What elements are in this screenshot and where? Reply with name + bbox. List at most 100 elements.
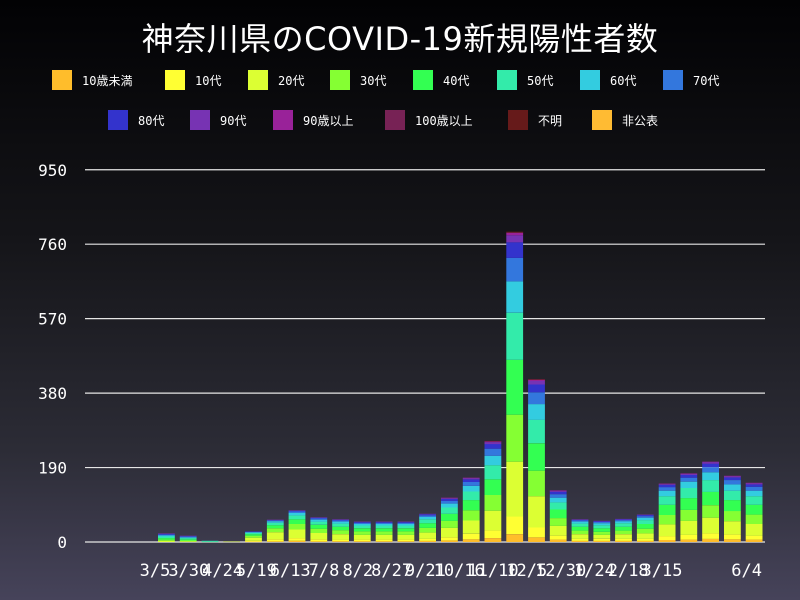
x-tick-label: 6/4 [731, 561, 762, 581]
legend-label: 60代 [610, 74, 637, 88]
bar-segment-2020-11a-s0 [419, 540, 436, 542]
bar-segment-2021-05a-s6 [702, 472, 719, 481]
bar-segment-2021-02a-s7 [571, 520, 589, 522]
bar-segment-2020-08b-s4 [310, 524, 328, 529]
bar-segment-2021-02b-s1 [593, 538, 611, 541]
bar-segment-2020-05-s6 [201, 540, 219, 542]
bar-segment-2021-01a-s1 [506, 516, 524, 535]
bar-segment-2020-09a-s0 [332, 541, 349, 542]
bar-segment-2020-11b-s7 [441, 500, 458, 504]
bar-segment-2021-05a-s0 [702, 538, 719, 542]
bar-segment-2020-10a-s2 [375, 534, 393, 540]
legend-label: 40代 [443, 74, 470, 88]
legend-swatch [508, 110, 528, 130]
bar-segment-2020-12b-s6 [484, 455, 502, 466]
bar-segment-2020-09a-s3 [332, 530, 349, 535]
bar-segment-2021-01b-s8 [528, 384, 545, 393]
bar-segment-2021-03b-s7 [636, 516, 654, 518]
bar-segment-2020-07b-s4 [266, 525, 284, 529]
bar-segment-2021-06-s3 [745, 514, 763, 524]
bar-segment-2021-03b-s4 [636, 524, 654, 529]
bar-segment-2021-01c-s4 [549, 509, 567, 519]
bar-segment-2021-04a-s10 [658, 483, 676, 485]
bar-segment-2020-07b-s8 [266, 520, 284, 521]
legend-swatch [330, 70, 350, 90]
bar-segment-2020-07b-s2 [266, 532, 284, 540]
legend-swatch [592, 110, 612, 130]
bar-segment-2020-12b-s9 [484, 442, 502, 445]
bar-segment-2020-09a-s7 [332, 520, 349, 522]
bar-segment-2020-08a-s5 [288, 515, 306, 520]
legend-row-1: 10歳未満 10代 20代 30代 40代 50代 60代 70代 [0, 70, 800, 100]
bar-segment-2021-04a-s5 [658, 496, 676, 505]
bar-segment-2021-01b-s7 [528, 392, 545, 405]
bar-segment-2020-09b-s4 [353, 528, 371, 532]
bar-segment-2020-07b-s5 [266, 522, 284, 526]
legend-label: 90歳以上 [303, 114, 354, 128]
bar-segment-2020-08b-s3 [310, 528, 328, 533]
legend-label: 50代 [527, 74, 554, 88]
bar-segment-2021-04b-s7 [680, 477, 698, 482]
bar-segment-2020-11b-s10 [441, 497, 458, 499]
legend-swatch [108, 110, 128, 130]
bar-segment-2020-09b-s8 [353, 522, 371, 523]
bar-segment-2021-03a-s8 [615, 519, 632, 521]
bar-segment-2020-11b-s1 [441, 537, 458, 541]
bar-segment-2020-08b-s1 [310, 539, 328, 542]
x-tick-label: 12/5 [506, 561, 547, 581]
bar-segment-2021-01c-s5 [549, 502, 567, 510]
bar-segment-2020-10b-s5 [397, 525, 415, 529]
bar-segment-2021-03b-s8 [636, 515, 654, 517]
bar-segment-2021-04b-s5 [680, 487, 698, 499]
bar-segment-2020-09a-s1 [332, 539, 349, 542]
bar-segment-2021-02a-s2 [571, 534, 589, 539]
bar-segment-2021-04b-s10 [680, 473, 698, 474]
bar-segment-2020-07a-s5 [245, 533, 262, 535]
bar-segment-2020-05-s4 [201, 541, 219, 543]
legend-label: 100歳以上 [415, 114, 473, 128]
bar-segment-2020-11b-s9 [441, 498, 458, 499]
y-tick-label: 380 [38, 384, 67, 403]
bar-segment-2020-04a-s7 [158, 534, 175, 536]
bar-segment-2020-07a-s4 [245, 534, 262, 536]
bar-segment-2020-07b-s6 [266, 521, 284, 523]
bar-segment-2020-04b-s9 [179, 535, 197, 537]
bar-segment-2021-01b-s6 [528, 404, 545, 420]
legend-swatch [497, 70, 517, 90]
bar-segment-2021-01a-s6 [506, 281, 524, 313]
x-tick-label: 1/24 [574, 561, 615, 581]
bar-segment-2021-05b-s5 [724, 490, 741, 501]
bar-segment-2020-04b-s8 [179, 536, 197, 537]
bar-segment-2021-04b-s1 [680, 534, 698, 540]
x-tick-label: 11/10 [467, 561, 518, 581]
bar-segment-2020-09b-s7 [353, 522, 371, 524]
bar-segment-2021-05a-s3 [702, 505, 719, 518]
bar-segment-2021-02b-s8 [593, 521, 611, 522]
bar-segment-2020-12a-s1 [462, 533, 480, 540]
bar-segment-2020-12a-s6 [462, 486, 480, 492]
bar-segment-2021-04a-s8 [658, 484, 676, 488]
bar-segment-2020-12b-s3 [484, 495, 502, 511]
bar-segment-2021-06-s10 [745, 482, 763, 484]
bar-segment-2020-07a-s3 [245, 535, 262, 538]
bar-segment-2021-04b-s9 [680, 473, 698, 475]
bar-segment-2020-07a-s2 [245, 537, 262, 541]
bar-segment-2021-03b-s9 [636, 514, 654, 516]
bar-segment-2021-06-s8 [745, 484, 763, 487]
x-tick-label: 8/27 [371, 561, 412, 581]
bar-segment-2020-06-s2 [223, 541, 241, 543]
bar-segment-2021-04a-s7 [658, 487, 676, 491]
bar-segment-2021-02a-s9 [571, 519, 589, 520]
bar-segment-2020-12a-s9 [462, 478, 480, 480]
bar-segment-2021-01a-s8 [506, 242, 524, 258]
x-tick-label: 5/19 [236, 561, 277, 581]
bar-segment-2021-03b-s0 [636, 540, 654, 542]
bar-segment-2020-11a-s5 [419, 519, 436, 524]
bar-segment-2021-03b-s3 [636, 528, 654, 534]
x-tick-label: 8/2 [342, 561, 373, 581]
bar-segment-2021-01b-s10 [528, 379, 545, 381]
bar-segment-2021-02a-s4 [571, 526, 589, 531]
bar-segment-2020-09b-s5 [353, 525, 371, 529]
bar-segment-2021-06-s7 [745, 486, 763, 491]
bar-segment-2020-12b-s1 [484, 530, 502, 538]
